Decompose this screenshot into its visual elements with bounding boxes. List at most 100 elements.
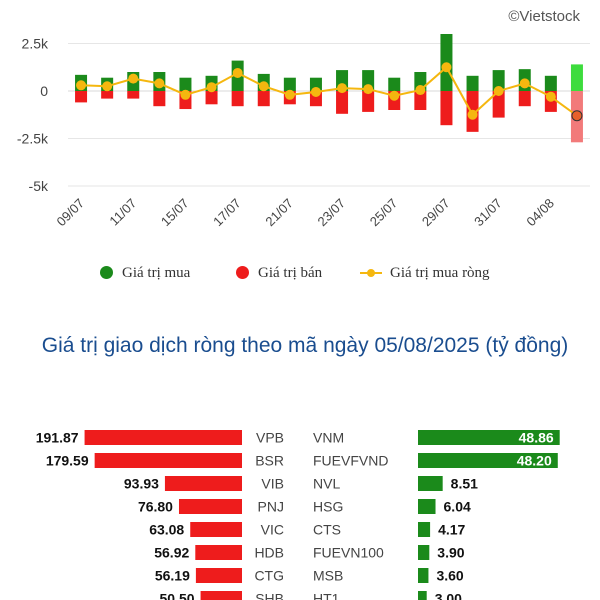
buy-ticker-value: 3.60 xyxy=(436,568,463,584)
buy-ticker-bar xyxy=(418,545,430,560)
x-tick-label: 17/07 xyxy=(210,196,244,230)
net-point xyxy=(102,81,113,92)
net-point xyxy=(258,81,269,92)
net-point xyxy=(493,86,504,96)
net-point xyxy=(545,91,556,102)
buy-ticker-label: HSG xyxy=(313,499,343,515)
net-point xyxy=(415,85,426,96)
buy-ticker-label: MSB xyxy=(313,568,343,584)
sell-bar xyxy=(231,91,244,107)
legend-buy-dot-icon xyxy=(100,266,113,279)
net-point xyxy=(206,82,217,93)
buy-bar xyxy=(179,77,192,91)
legend-buy-label: Giá trị mua xyxy=(122,265,191,281)
buy-bar xyxy=(492,70,505,91)
buy-bar xyxy=(570,64,583,91)
sell-bar xyxy=(518,91,531,107)
sell-ticker-value: 76.80 xyxy=(138,499,173,515)
buy-ticker-label: FUEVFVND xyxy=(313,453,388,469)
sell-bar xyxy=(414,91,427,110)
net-point xyxy=(519,78,530,89)
net-by-ticker-chart: 191.87 VPB 179.59 BSR 93.93 VIB 76.80 PNJ 63.08 V… xyxy=(36,430,560,600)
net-point xyxy=(128,73,139,84)
sell-bar xyxy=(127,91,140,99)
sell-ticker-bar xyxy=(178,499,242,514)
sell-ticker-bar xyxy=(84,430,242,445)
buy-ticker-bar xyxy=(418,430,560,445)
sell-bar xyxy=(75,91,88,103)
buy-ticker-value: 3.90 xyxy=(437,545,464,561)
x-tick-label: 25/07 xyxy=(367,196,401,230)
buy-ticker-value: 48.20 xyxy=(517,453,552,469)
sell-ticker-value: 56.92 xyxy=(154,545,189,561)
sell-ticker-label: VIC xyxy=(261,522,284,538)
net-point xyxy=(154,78,165,89)
buy-ticker-label: CTS xyxy=(313,522,341,538)
net-by-ticker-title: Giá trị giao dịch ròng theo mã ngày 05/0… xyxy=(41,334,569,357)
sell-ticker-value: 93.93 xyxy=(124,476,159,492)
buy-ticker-value: 8.51 xyxy=(451,476,478,492)
buy-ticker-bar xyxy=(418,476,443,491)
buy-bar xyxy=(309,77,322,91)
y-tick-label: -2.5k xyxy=(17,131,49,147)
x-tick-label: 09/07 xyxy=(54,196,88,230)
x-tick-label: 29/07 xyxy=(419,196,453,230)
buy-ticker-value: 3.00 xyxy=(435,591,462,600)
net-point xyxy=(337,83,348,94)
sell-ticker-value: 63.08 xyxy=(149,522,184,538)
y-tick-label: -5k xyxy=(29,178,49,194)
buy-ticker-bar xyxy=(418,453,558,468)
x-tick-label: 15/07 xyxy=(158,196,192,230)
sell-bar xyxy=(362,91,375,112)
sell-ticker-bar xyxy=(200,591,242,600)
buy-ticker-label: VNM xyxy=(313,430,344,446)
sell-ticker-bar xyxy=(94,453,242,468)
net-point xyxy=(310,86,321,97)
buy-ticker-value: 48.86 xyxy=(519,430,554,446)
legend-sell-label: Giá trị bán xyxy=(258,265,323,281)
sell-ticker-value: 56.19 xyxy=(155,568,190,584)
x-tick-label: 21/07 xyxy=(262,196,296,230)
net-point xyxy=(76,80,87,91)
buy-bar xyxy=(544,75,557,91)
sell-bar xyxy=(440,91,453,126)
net-point xyxy=(284,89,295,100)
sell-bar xyxy=(205,91,218,105)
net-point xyxy=(389,90,400,101)
sell-ticker-label: HDB xyxy=(254,545,284,561)
buy-ticker-bar xyxy=(418,522,431,537)
foreign-trading-daily-chart: 2.5k 0 -2.5k -5k 09/07 11/07 15/07 17/07 21/07 23… xyxy=(17,34,590,230)
net-point xyxy=(180,89,191,100)
sell-bar xyxy=(101,91,114,99)
sell-bar xyxy=(153,91,166,107)
vietstock-watermark: ©Vietstock xyxy=(508,8,580,25)
buy-ticker-label: HT1 xyxy=(313,591,340,600)
buy-bar xyxy=(283,77,296,91)
net-point xyxy=(467,109,478,120)
y-tick-label: 2.5k xyxy=(22,36,49,52)
buy-ticker-bar xyxy=(418,568,429,583)
buy-ticker-bar xyxy=(418,499,436,514)
chart-legend: Giá trị mua Giá trị bán Giá trị mua ròng xyxy=(0,262,600,284)
buy-ticker-label: NVL xyxy=(313,476,340,492)
x-tick-label: 31/07 xyxy=(471,196,505,230)
sell-bar xyxy=(492,91,505,118)
sell-ticker-label: VIB xyxy=(261,476,284,492)
buy-bar xyxy=(466,75,479,91)
buy-ticker-value: 6.04 xyxy=(444,499,471,515)
x-tick-label: 23/07 xyxy=(315,196,349,230)
legend-net-line-icon xyxy=(360,269,382,277)
buy-bar xyxy=(388,77,401,91)
sell-bar xyxy=(257,91,270,107)
legend-sell-dot-icon xyxy=(236,266,249,279)
net-point xyxy=(441,62,452,73)
sell-ticker-bar xyxy=(190,522,242,537)
sell-ticker-value: 191.87 xyxy=(36,430,79,446)
sell-ticker-label: PNJ xyxy=(258,499,284,515)
buy-ticker-bar xyxy=(418,591,427,600)
sell-ticker-bar xyxy=(164,476,242,491)
sell-bar xyxy=(336,91,349,114)
sell-ticker-label: VPB xyxy=(256,430,284,446)
sell-ticker-label: CTG xyxy=(254,568,284,584)
x-tick-label: 04/08 xyxy=(523,196,557,230)
